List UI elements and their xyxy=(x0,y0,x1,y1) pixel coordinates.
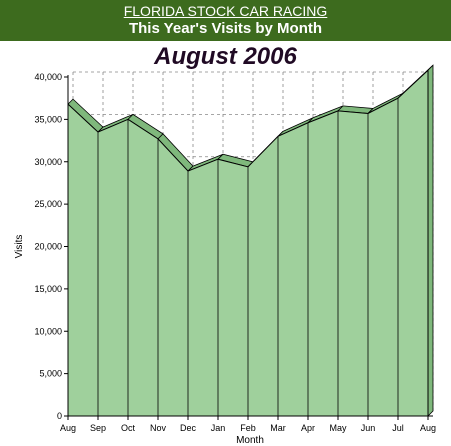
y-tick-label: 30,000 xyxy=(34,157,62,167)
y-tick-label: 15,000 xyxy=(34,284,62,294)
y-tick-label: 5,000 xyxy=(39,369,62,379)
site-name-link[interactable]: FLORIDA STOCK CAR RACING xyxy=(123,3,328,19)
x-tick-label: Oct xyxy=(121,423,136,433)
x-tick-label: Jan xyxy=(211,423,226,433)
x-tick-label: Nov xyxy=(150,423,167,433)
y-tick-label: 35,000 xyxy=(34,114,62,124)
x-tick-label: Aug xyxy=(420,423,436,433)
x-tick-label: Jul xyxy=(392,423,404,433)
x-tick-label: Apr xyxy=(301,423,315,433)
x-tick-label: Dec xyxy=(180,423,197,433)
area-side-face xyxy=(427,64,434,417)
y-tick-label: 40,000 xyxy=(34,72,62,82)
chart-header: FLORIDA STOCK CAR RACING This Year's Vis… xyxy=(0,0,451,41)
chart-period: August 2006 xyxy=(154,43,297,70)
y-tick-label: 20,000 xyxy=(34,242,62,252)
x-tick-labels: Aug Sep Oct Nov Dec Jan Feb Mar Apr May Jun Jul Aug xyxy=(60,416,436,433)
y-tick-label: 0 xyxy=(57,411,62,421)
x-axis-title: Month xyxy=(236,435,264,446)
chart-area-layer xyxy=(67,64,434,417)
chart-subtitle: This Year's Visits by Month xyxy=(128,20,323,37)
chart-axes xyxy=(67,75,433,417)
x-tick-label: Sep xyxy=(90,423,106,433)
y-tick-label: 10,000 xyxy=(34,326,62,336)
x-tick-label: Feb xyxy=(240,423,256,433)
y-tick-label: 25,000 xyxy=(34,199,62,209)
x-tick-label: Mar xyxy=(270,423,286,433)
x-tick-label: Aug xyxy=(60,423,76,433)
y-axis-title: Visits xyxy=(14,235,25,259)
y-tick-labels: 0 5,000 10,000 15,000 20,000 25,000 30,000 35,0… xyxy=(34,72,68,421)
x-tick-label: Jun xyxy=(361,423,376,433)
x-tick-label: May xyxy=(329,423,347,433)
